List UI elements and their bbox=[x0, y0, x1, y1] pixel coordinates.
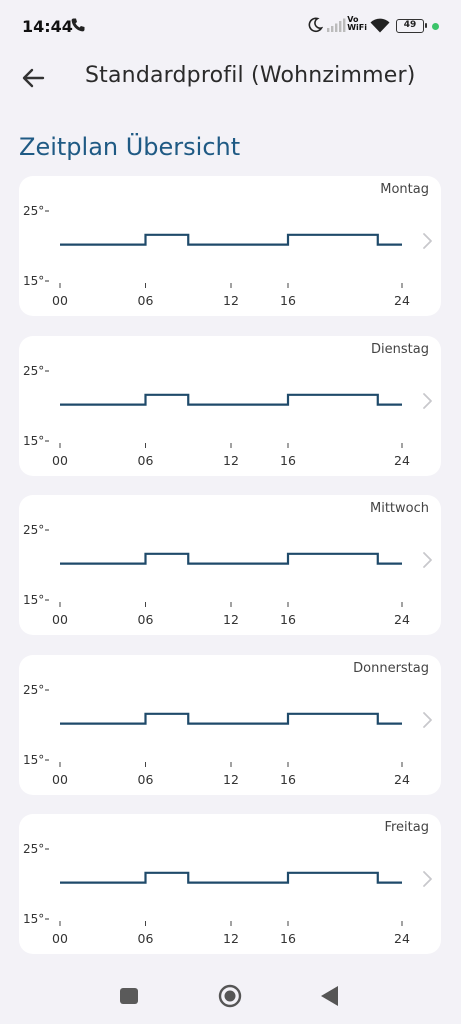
chevron-right-icon[interactable] bbox=[417, 710, 437, 730]
y-tick-label: 25° bbox=[23, 523, 44, 537]
x-tick-label: 06 bbox=[138, 931, 154, 946]
circle-recents-icon[interactable] bbox=[218, 984, 242, 1008]
x-tick-label: 06 bbox=[138, 772, 154, 787]
wifi-icon bbox=[370, 18, 390, 33]
chevron-right-icon[interactable] bbox=[417, 231, 437, 251]
phone-icon bbox=[71, 18, 85, 32]
schedule-chart: 25° 15° 00 06 12 16 24 bbox=[23, 364, 410, 468]
day-label: Montag bbox=[380, 182, 429, 197]
day-card[interactable]: 25° 15° 00 06 12 16 24 Mittwoch bbox=[19, 495, 441, 635]
x-tick-label: 00 bbox=[52, 931, 68, 946]
day-label: Dienstag bbox=[371, 342, 429, 357]
x-tick-label: 00 bbox=[52, 293, 68, 308]
x-tick-label: 24 bbox=[394, 453, 410, 468]
day-card[interactable]: 25° 15° 00 06 12 16 24 Freitag bbox=[19, 814, 441, 954]
triangle-back-icon[interactable] bbox=[320, 985, 340, 1007]
x-tick-label: 16 bbox=[280, 453, 296, 468]
x-tick-label: 24 bbox=[394, 931, 410, 946]
day-card[interactable]: 25° 15° 00 06 12 16 24 Dienstag bbox=[19, 336, 441, 476]
x-tick-label: 16 bbox=[280, 293, 296, 308]
battery-icon: 49 bbox=[396, 19, 427, 33]
y-tick-label: 15° bbox=[23, 434, 44, 448]
square-home-icon[interactable] bbox=[120, 988, 138, 1004]
day-card[interactable]: 25° 15° 00 06 12 16 24 Montag bbox=[19, 176, 441, 316]
temperature-series-line bbox=[60, 871, 402, 884]
schedule-chart: 25° 15° 00 06 12 16 24 bbox=[23, 523, 410, 627]
x-tick-label: 12 bbox=[223, 931, 239, 946]
signal-icon bbox=[327, 18, 346, 32]
y-tick-label: 25° bbox=[23, 842, 44, 856]
chevron-right-icon[interactable] bbox=[417, 391, 437, 411]
arrow-left-icon[interactable] bbox=[18, 62, 50, 94]
system-nav-bar bbox=[0, 964, 461, 1024]
x-tick-label: 24 bbox=[394, 772, 410, 787]
y-tick-label: 25° bbox=[23, 364, 44, 378]
vowifi-indicator: Vo WiFi bbox=[347, 16, 367, 32]
schedule-chart: 25° 15° 00 06 12 16 24 bbox=[23, 683, 410, 787]
privacy-dot-icon bbox=[432, 23, 439, 30]
vowifi-bottom: WiFi bbox=[347, 23, 367, 32]
x-tick-label: 16 bbox=[280, 931, 296, 946]
chevron-right-icon[interactable] bbox=[417, 550, 437, 570]
x-tick-label: 00 bbox=[52, 612, 68, 627]
status-time: 14:44 bbox=[22, 17, 73, 36]
day-card[interactable]: 25° 15° 00 06 12 16 24 Donnerstag bbox=[19, 655, 441, 795]
y-tick-label: 25° bbox=[23, 204, 44, 218]
x-tick-label: 06 bbox=[138, 612, 154, 627]
y-tick-label: 15° bbox=[23, 753, 44, 767]
x-tick-label: 16 bbox=[280, 612, 296, 627]
schedule-chart: 25° 15° 00 06 12 16 24 bbox=[23, 842, 410, 946]
x-tick-label: 12 bbox=[223, 293, 239, 308]
temperature-series-line bbox=[60, 712, 402, 725]
x-tick-label: 00 bbox=[52, 453, 68, 468]
page-title: Standardprofil (Wohnzimmer) bbox=[85, 63, 416, 88]
day-label: Donnerstag bbox=[353, 661, 429, 676]
status-bar: 14:44 Vo WiFi 49 bbox=[0, 0, 461, 56]
y-tick-label: 15° bbox=[23, 912, 44, 926]
x-tick-label: 12 bbox=[223, 772, 239, 787]
day-label: Freitag bbox=[384, 820, 429, 835]
app-bar: Standardprofil (Wohnzimmer) bbox=[0, 56, 461, 100]
x-tick-label: 12 bbox=[223, 453, 239, 468]
schedule-chart: 25° 15° 00 06 12 16 24 bbox=[23, 204, 410, 308]
battery-level: 49 bbox=[403, 20, 417, 30]
temperature-series-line bbox=[60, 233, 402, 246]
x-tick-label: 06 bbox=[138, 453, 154, 468]
x-tick-label: 16 bbox=[280, 772, 296, 787]
vowifi-top: Vo bbox=[347, 15, 359, 24]
temperature-series-line bbox=[60, 552, 402, 565]
x-tick-label: 24 bbox=[394, 293, 410, 308]
day-label: Mittwoch bbox=[370, 501, 429, 516]
y-tick-label: 15° bbox=[23, 593, 44, 607]
temperature-series-line bbox=[60, 393, 402, 406]
y-tick-label: 25° bbox=[23, 683, 44, 697]
y-tick-label: 15° bbox=[23, 274, 44, 288]
x-tick-label: 12 bbox=[223, 612, 239, 627]
moon-icon bbox=[308, 17, 323, 33]
x-tick-label: 00 bbox=[52, 772, 68, 787]
section-title: Zeitplan Übersicht bbox=[19, 133, 241, 161]
x-tick-label: 24 bbox=[394, 612, 410, 627]
chevron-right-icon[interactable] bbox=[417, 869, 437, 889]
x-tick-label: 06 bbox=[138, 293, 154, 308]
